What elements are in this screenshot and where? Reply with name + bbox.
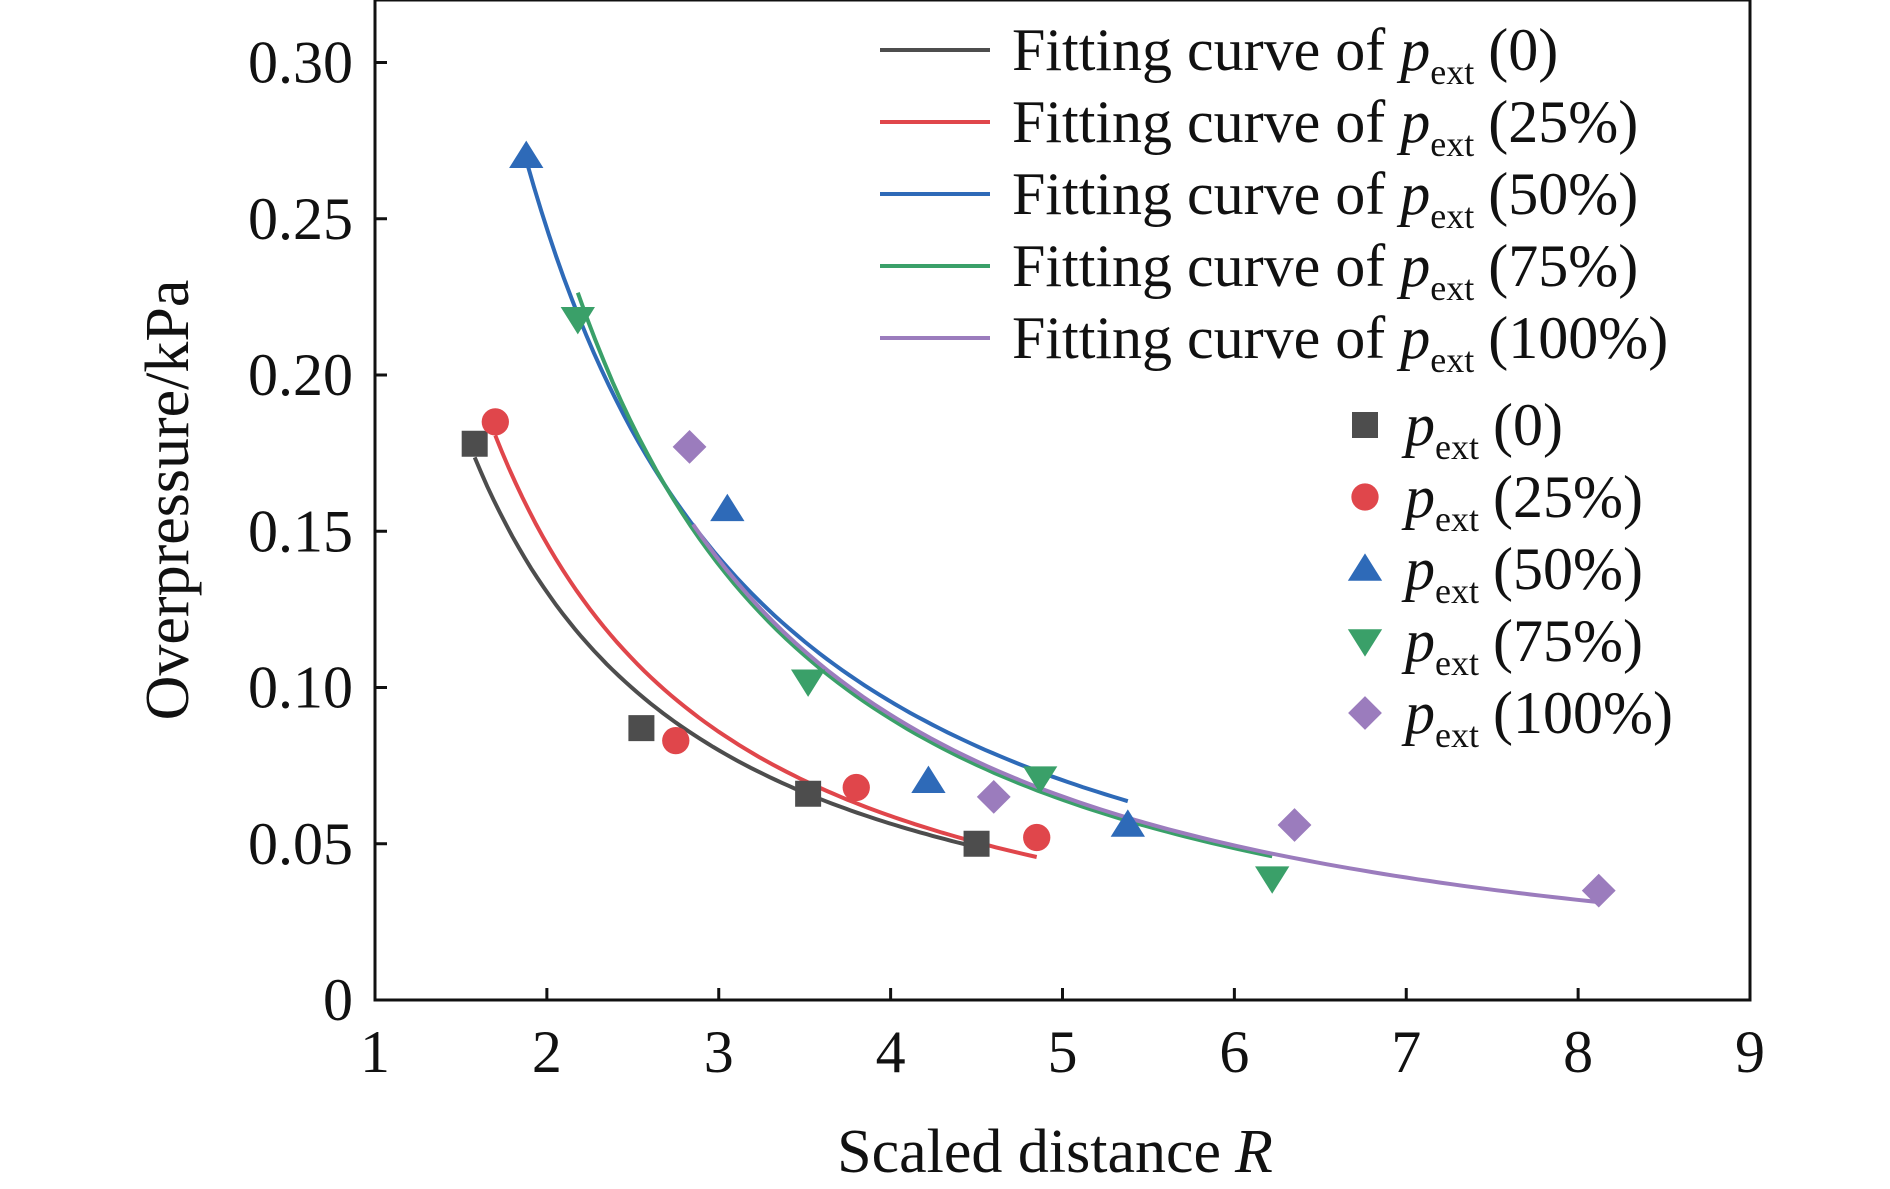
legend-series-label: (25%) — [1488, 89, 1638, 155]
legend-sub: ext — [1435, 715, 1479, 755]
x-tick-label: 2 — [532, 1019, 562, 1085]
legend-sub: ext — [1430, 340, 1474, 380]
legend-var: p — [1401, 536, 1435, 602]
legend-sub: ext — [1435, 499, 1479, 539]
legend-fit-25-label: Fitting curve of pext (25%) — [1012, 89, 1638, 164]
legend-sub: ext — [1435, 571, 1479, 611]
data-point-100 — [976, 779, 1011, 814]
legend-series-label: (0) — [1493, 392, 1563, 458]
data-point-100 — [672, 429, 707, 464]
legend-marker-0 — [1352, 412, 1378, 438]
y-tick-label: 0.25 — [248, 186, 353, 252]
legend-sub: ext — [1435, 643, 1479, 683]
data-point-100 — [1581, 873, 1616, 908]
legend-series-label: (50%) — [1488, 161, 1638, 227]
x-axis-title-text: Scaled distance — [837, 1118, 1221, 1186]
x-tick-label: 4 — [876, 1019, 906, 1085]
data-point-0 — [628, 715, 655, 742]
data-point-75 — [1255, 866, 1290, 894]
data-point-25 — [481, 408, 509, 436]
legend-sub: ext — [1435, 427, 1479, 467]
fit-curve-100 — [691, 523, 1599, 905]
legend-var: p — [1401, 680, 1435, 746]
x-tick-label: 8 — [1563, 1019, 1593, 1085]
legend-fit-prefix: Fitting curve of — [1012, 233, 1400, 299]
legend-marker-100 — [1348, 696, 1382, 730]
x-tick-label: 7 — [1391, 1019, 1421, 1085]
legend-series-label: (0) — [1488, 17, 1558, 83]
legend-var: p — [1396, 233, 1430, 299]
data-point-0 — [461, 430, 488, 457]
y-tick-label: 0.15 — [248, 498, 353, 564]
data-point-0 — [795, 780, 822, 807]
legend: Fitting curve of pext (0)Fitting curve of… — [880, 17, 1673, 755]
fit-curve-25 — [493, 434, 1038, 859]
x-tick-label: 9 — [1735, 1019, 1765, 1085]
legend-series-label: (25%) — [1493, 464, 1643, 530]
fit-curve-0 — [472, 456, 978, 850]
legend-fit-prefix: Fitting curve of — [1012, 305, 1400, 371]
legend-var: p — [1396, 161, 1430, 227]
legend-var: p — [1396, 89, 1430, 155]
legend-var: p — [1396, 305, 1430, 371]
x-tick-label: 5 — [1048, 1019, 1078, 1085]
data-point-75 — [560, 307, 595, 335]
legend-sub: ext — [1430, 196, 1474, 236]
legend-series-label: (50%) — [1493, 536, 1643, 602]
y-tick-label: 0.05 — [248, 811, 353, 877]
legend-marker-50 — [1347, 553, 1383, 581]
data-point-25 — [1023, 823, 1051, 852]
legend-sub: ext — [1430, 268, 1474, 308]
legend-fit-prefix: Fitting curve of — [1012, 89, 1400, 155]
data-point-0 — [963, 830, 990, 857]
fit-curve-75 — [575, 292, 1273, 859]
legend-sub: ext — [1430, 52, 1474, 92]
y-tick-label: 0.20 — [248, 342, 353, 408]
legend-fit-100-label: Fitting curve of pext (100%) — [1012, 305, 1668, 380]
legend-point-100-label: pext (100%) — [1401, 680, 1673, 755]
data-point-50 — [911, 765, 946, 793]
x-axis-title: Scaled distance R — [837, 1118, 1273, 1186]
legend-fit-75-label: Fitting curve of pext (75%) — [1012, 233, 1638, 308]
legend-series-label: (100%) — [1488, 305, 1668, 371]
y-tick-label: 0.30 — [248, 30, 353, 96]
legend-point-50-label: pext (50%) — [1401, 536, 1643, 611]
legend-series-label: (75%) — [1488, 233, 1638, 299]
legend-point-75-label: pext (75%) — [1401, 608, 1643, 683]
legend-var: p — [1401, 464, 1435, 530]
y-tick-label: 0.10 — [248, 655, 353, 721]
legend-var: p — [1401, 608, 1435, 674]
legend-point-0-label: pext (0) — [1401, 392, 1563, 467]
legend-marker-75 — [1347, 629, 1383, 657]
data-point-100 — [1277, 808, 1312, 842]
x-axis-title-symbol: R — [1234, 1118, 1273, 1186]
y-axis-title: Overpressure/kPa — [134, 280, 202, 721]
data-point-50 — [509, 140, 544, 168]
data-point-25 — [662, 726, 690, 755]
x-tick-label: 1 — [360, 1019, 390, 1085]
legend-var: p — [1396, 17, 1430, 83]
data-point-50 — [710, 493, 745, 522]
data-point-50 — [1110, 809, 1145, 837]
legend-fit-prefix: Fitting curve of — [1012, 161, 1400, 227]
legend-point-25-label: pext (25%) — [1401, 464, 1643, 539]
data-point-75 — [1022, 766, 1058, 794]
legend-marker-25 — [1351, 483, 1379, 511]
data-point-25 — [842, 773, 870, 802]
legend-series-label: (100%) — [1493, 680, 1673, 746]
legend-series-label: (75%) — [1493, 608, 1643, 674]
legend-sub: ext — [1430, 124, 1474, 164]
legend-fit-prefix: Fitting curve of — [1012, 17, 1400, 83]
x-tick-label: 3 — [704, 1019, 734, 1085]
data-point-75 — [790, 669, 826, 697]
legend-fit-0-label: Fitting curve of pext (0) — [1012, 17, 1558, 92]
legend-fit-50-label: Fitting curve of pext (50%) — [1012, 161, 1638, 236]
y-tick-label: 0 — [323, 967, 353, 1033]
plot-area: 1 2 3 4 5 6 7 8 9 0 0.05 0.10 0.15 0.20 0.25 0.30 — [248, 0, 1765, 1085]
x-tick-label: 6 — [1219, 1019, 1249, 1085]
legend-var: p — [1401, 392, 1435, 458]
